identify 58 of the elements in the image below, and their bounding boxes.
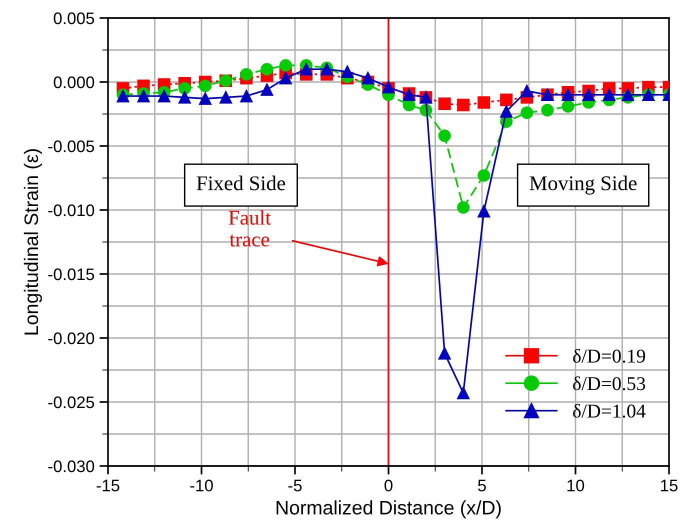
x-tick-label: 15	[661, 480, 678, 492]
point	[240, 68, 253, 81]
y-tick-label: -0.025	[48, 396, 94, 408]
x-axis-title: Normalized Distance (x/D)	[276, 500, 501, 518]
annotation: Fixed Side	[196, 176, 286, 190]
point	[562, 88, 574, 102]
point	[500, 94, 513, 106]
point	[438, 130, 451, 142]
point	[220, 91, 232, 104]
x-tick-label: -15	[96, 480, 120, 492]
legend-label: δ/D=1.04	[573, 404, 646, 418]
y-tick-label: 0.005	[54, 12, 94, 24]
y-tick-label: -0.030	[48, 460, 94, 472]
point	[300, 62, 312, 76]
point	[341, 66, 354, 78]
y-axis-title: Longitudinal Strain (ε)	[24, 149, 42, 334]
point	[541, 104, 554, 116]
x-tick-label: -5	[288, 480, 302, 492]
legend-label: δ/D=0.19	[573, 348, 646, 363]
x-tick-label: 5	[478, 480, 486, 492]
point	[478, 96, 490, 109]
point	[520, 84, 534, 98]
x-tick-label: -10	[190, 480, 213, 492]
legend-label: δ/D=0.53	[573, 376, 646, 390]
point	[362, 72, 374, 84]
point	[622, 88, 634, 102]
point	[198, 92, 212, 105]
point	[582, 88, 595, 102]
annotation: Fault trace	[228, 210, 271, 247]
point	[500, 105, 513, 118]
y-tick-label: -0.015	[48, 268, 94, 280]
point	[438, 347, 451, 360]
point	[178, 91, 191, 104]
point	[602, 88, 616, 102]
y-tick-label: -0.020	[48, 332, 94, 344]
point	[260, 62, 274, 76]
point	[457, 386, 470, 400]
point	[457, 98, 470, 112]
point	[438, 98, 451, 110]
point	[562, 100, 574, 113]
y-tick-label: -0.010	[48, 204, 94, 216]
point	[260, 83, 274, 96]
point	[457, 201, 470, 214]
x-tick-label: 0	[384, 480, 392, 492]
y-tick-label: 0.000	[54, 76, 94, 88]
point	[137, 90, 150, 102]
point	[478, 205, 490, 218]
point	[279, 72, 292, 84]
point	[279, 59, 292, 72]
point	[240, 90, 253, 102]
point	[520, 106, 534, 119]
x-tick-label: 10	[568, 480, 584, 492]
y-tick-label: -0.005	[48, 140, 94, 152]
point	[198, 80, 212, 92]
point	[478, 169, 490, 182]
point	[178, 82, 191, 95]
annotation: Moving Side	[530, 176, 637, 195]
point	[158, 90, 170, 102]
